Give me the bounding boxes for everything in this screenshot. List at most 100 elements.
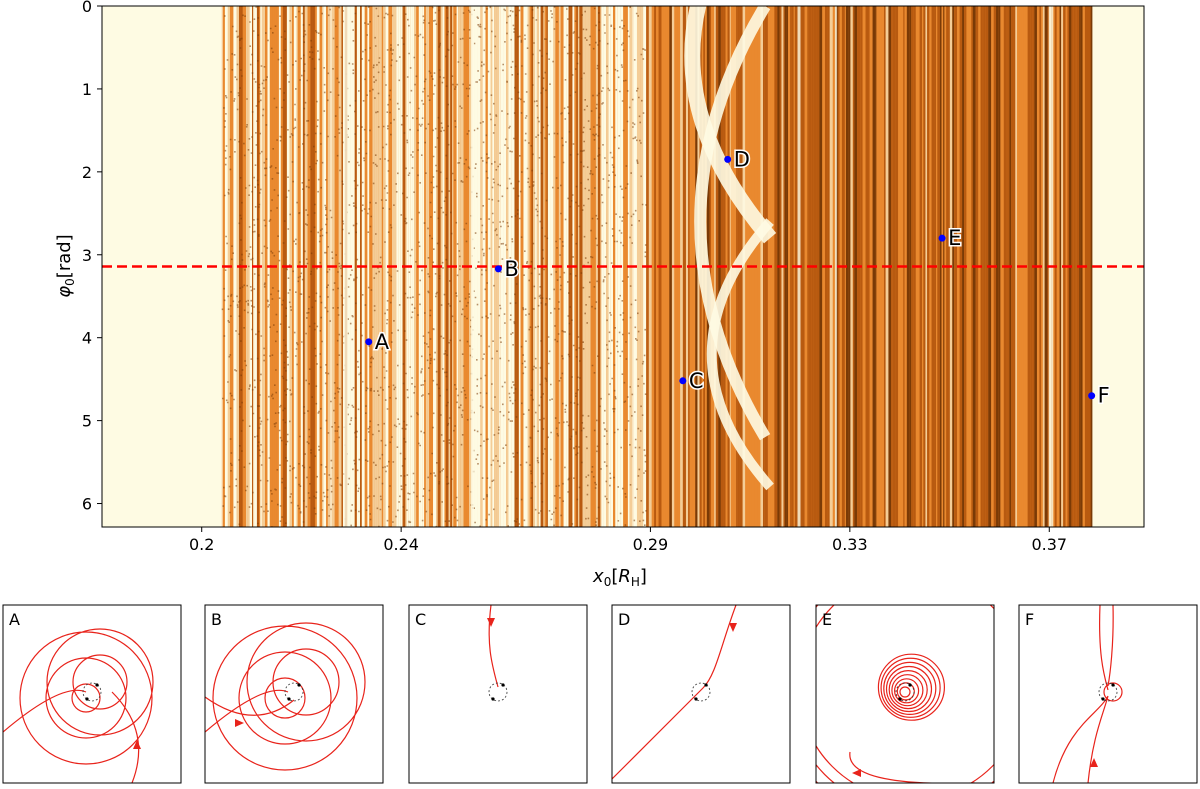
basin-stripe <box>640 6 644 527</box>
basin-stripe <box>429 6 432 527</box>
basin-stripe <box>276 6 279 527</box>
basin-stripe <box>804 6 808 527</box>
trajectory-path <box>3 628 154 783</box>
panel-a: A <box>2 604 182 784</box>
basin-stripe <box>895 6 899 527</box>
panel-trajectory <box>816 605 994 783</box>
basin-stripe <box>1071 6 1074 527</box>
basin-stripe <box>531 6 534 527</box>
basin-stripe <box>590 6 594 527</box>
basin-stripe <box>682 6 686 527</box>
panel-label: F <box>1025 610 1034 629</box>
marked-points: A B C D E F <box>365 146 1111 409</box>
panel-trajectory <box>1052 605 1123 783</box>
basin-stripe <box>516 6 519 527</box>
basin-stripe <box>261 6 266 527</box>
basin-stripe <box>412 6 414 527</box>
basin-stripe <box>654 6 657 527</box>
basin-stripe <box>323 6 327 527</box>
hill-sphere <box>1098 682 1118 702</box>
basin-stripe <box>892 6 896 527</box>
basin-stripe <box>307 6 311 527</box>
basin-stripe <box>577 6 580 527</box>
basin-stripe <box>310 6 313 527</box>
basin-stripe <box>906 6 910 527</box>
body-dot <box>908 683 912 687</box>
body-dot <box>501 683 505 687</box>
basin-stripe <box>876 6 880 527</box>
basin-stripe <box>832 6 836 527</box>
basin-stripe <box>398 6 401 527</box>
basin-stripe <box>879 6 882 527</box>
direction-arrow <box>852 769 861 777</box>
basin-stripe <box>396 6 399 527</box>
basin-stripe <box>1011 6 1014 527</box>
basin-stripe <box>546 6 548 527</box>
basin-stripe <box>292 6 294 527</box>
x-axis-ticks: 0.2 0.24 0.29 0.33 0.37 <box>189 527 1067 554</box>
basin-stripe <box>757 6 761 527</box>
basin-stripe <box>1015 6 1018 527</box>
basin-stripe <box>845 6 849 527</box>
basin-stripe <box>444 6 446 527</box>
basin-stripe <box>788 6 791 527</box>
point-label-e: E <box>948 226 961 250</box>
body-dot <box>898 697 902 701</box>
basin-stripe <box>427 6 430 527</box>
basin-stripe <box>651 6 655 527</box>
panel-d: D <box>611 604 791 784</box>
basin-stripe <box>772 6 775 527</box>
point-label-d: D <box>734 147 750 171</box>
y-tick-label: 6 <box>82 495 92 514</box>
panel-label: B <box>211 610 222 629</box>
basin-stripe <box>1087 6 1091 527</box>
direction-arrow <box>235 719 244 727</box>
basin-stripe <box>367 6 370 527</box>
basin-stripe <box>518 6 521 527</box>
basin-stripe <box>278 6 281 527</box>
basin-stripe <box>1059 6 1062 527</box>
trajectory-path <box>488 605 499 688</box>
y-tick-label: 4 <box>82 329 92 348</box>
basin-stripe <box>939 6 942 527</box>
basin-stripe <box>550 6 554 527</box>
basin-stripe <box>413 6 417 527</box>
basin-stripe <box>326 6 328 527</box>
direction-arrow <box>487 618 495 627</box>
stable-tongue <box>706 218 774 491</box>
hill-sphere <box>895 682 915 702</box>
body-dot <box>287 697 291 701</box>
point-f <box>1088 392 1096 400</box>
basin-stripe <box>819 6 823 527</box>
trajectory-path <box>1052 605 1123 783</box>
basin-stripe <box>760 6 764 527</box>
basin-stripe <box>337 6 339 527</box>
basin-stripe <box>265 6 268 527</box>
panel-frame <box>2 604 182 784</box>
point-label-f: F <box>1098 384 1110 408</box>
body-dot <box>694 697 698 701</box>
y-axis-label: φ0[rad] <box>54 234 77 297</box>
chaotic-speckle <box>221 6 647 527</box>
basin-stripe <box>503 6 507 527</box>
point-label-b: B <box>504 257 518 281</box>
basin-stripe <box>1042 6 1045 527</box>
basin-stripe <box>985 6 989 527</box>
basin-stripes <box>221 6 1093 527</box>
basin-stripe <box>1073 6 1076 527</box>
trajectory-panels: A B C D E F <box>2 604 1198 784</box>
point-e <box>938 234 946 242</box>
basin-stripe <box>711 6 715 527</box>
basin-stripe <box>233 6 237 527</box>
stable-tongue <box>684 6 777 244</box>
body-dot <box>1111 683 1115 687</box>
basin-stripe <box>442 6 445 527</box>
panel-trajectory <box>487 605 508 702</box>
heatmap-plot: A B C D E F 0.2 0.24 0.29 0.33 0.37 0 1 2 3 4 5 6 x0[RH… <box>54 0 1145 589</box>
basin-stripe <box>1090 6 1093 527</box>
basin-stripe <box>1056 6 1060 527</box>
trajectory-path <box>612 605 737 780</box>
basin-stripe <box>321 6 324 527</box>
basin-stripe <box>369 6 373 527</box>
basin-stripe <box>280 6 283 527</box>
